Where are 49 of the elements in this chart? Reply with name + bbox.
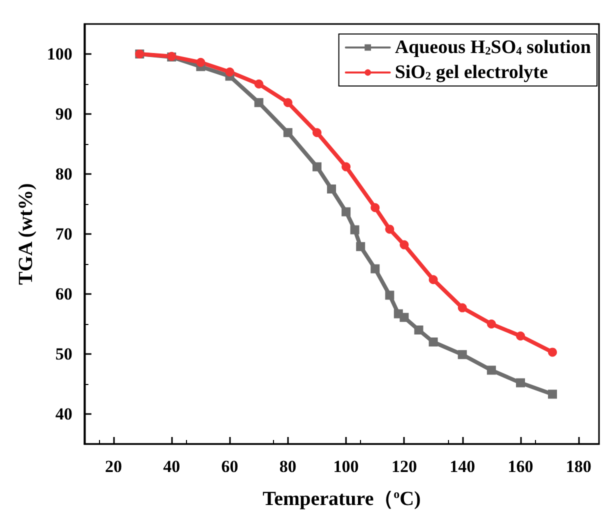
x-tick-label: 120 xyxy=(391,457,417,476)
y-tick-label: 40 xyxy=(55,404,72,424)
x-tick-label: 180 xyxy=(566,457,592,476)
y-tick-label: 60 xyxy=(55,284,72,304)
point xyxy=(350,225,360,234)
legend-label: Aqueous H2SO4 solution xyxy=(394,37,592,58)
point xyxy=(370,264,380,274)
x-tick-label: 80 xyxy=(279,457,296,476)
point xyxy=(342,207,351,216)
point xyxy=(516,378,525,388)
y-tick-label: 100 xyxy=(46,44,72,64)
point xyxy=(548,348,557,357)
point xyxy=(342,162,351,172)
x-tick-label: 40 xyxy=(163,457,180,476)
point xyxy=(458,303,467,312)
legend-label: SiO2 gel electrolyte xyxy=(394,62,548,83)
y-tick-label: 70 xyxy=(55,224,72,244)
point xyxy=(428,275,438,284)
point xyxy=(356,242,366,252)
point xyxy=(486,366,496,375)
x-tick-label: 140 xyxy=(450,457,476,476)
point xyxy=(254,98,264,108)
point xyxy=(312,128,322,138)
point xyxy=(414,326,424,334)
y-tick-label: 50 xyxy=(55,344,72,364)
y-axis-title: TGA (wt%) xyxy=(15,183,37,285)
x-tick-label: 60 xyxy=(221,457,238,476)
point xyxy=(516,332,525,340)
point xyxy=(428,338,438,346)
point xyxy=(385,224,394,234)
point xyxy=(283,98,292,108)
point xyxy=(486,320,496,328)
point xyxy=(385,290,394,300)
point xyxy=(225,68,234,76)
point xyxy=(327,184,336,194)
y-tick-label: 90 xyxy=(55,104,72,124)
point xyxy=(458,350,467,360)
point xyxy=(400,240,409,250)
point xyxy=(283,128,292,138)
x-tick-label: 160 xyxy=(508,457,534,476)
y-tick-label: 80 xyxy=(55,164,72,184)
x-tick-label: 100 xyxy=(333,457,359,476)
point xyxy=(196,58,206,67)
point xyxy=(548,390,557,399)
point xyxy=(312,162,322,172)
point xyxy=(400,312,409,322)
point xyxy=(370,203,380,212)
point xyxy=(254,80,264,88)
x-tick-label: 20 xyxy=(104,457,122,476)
